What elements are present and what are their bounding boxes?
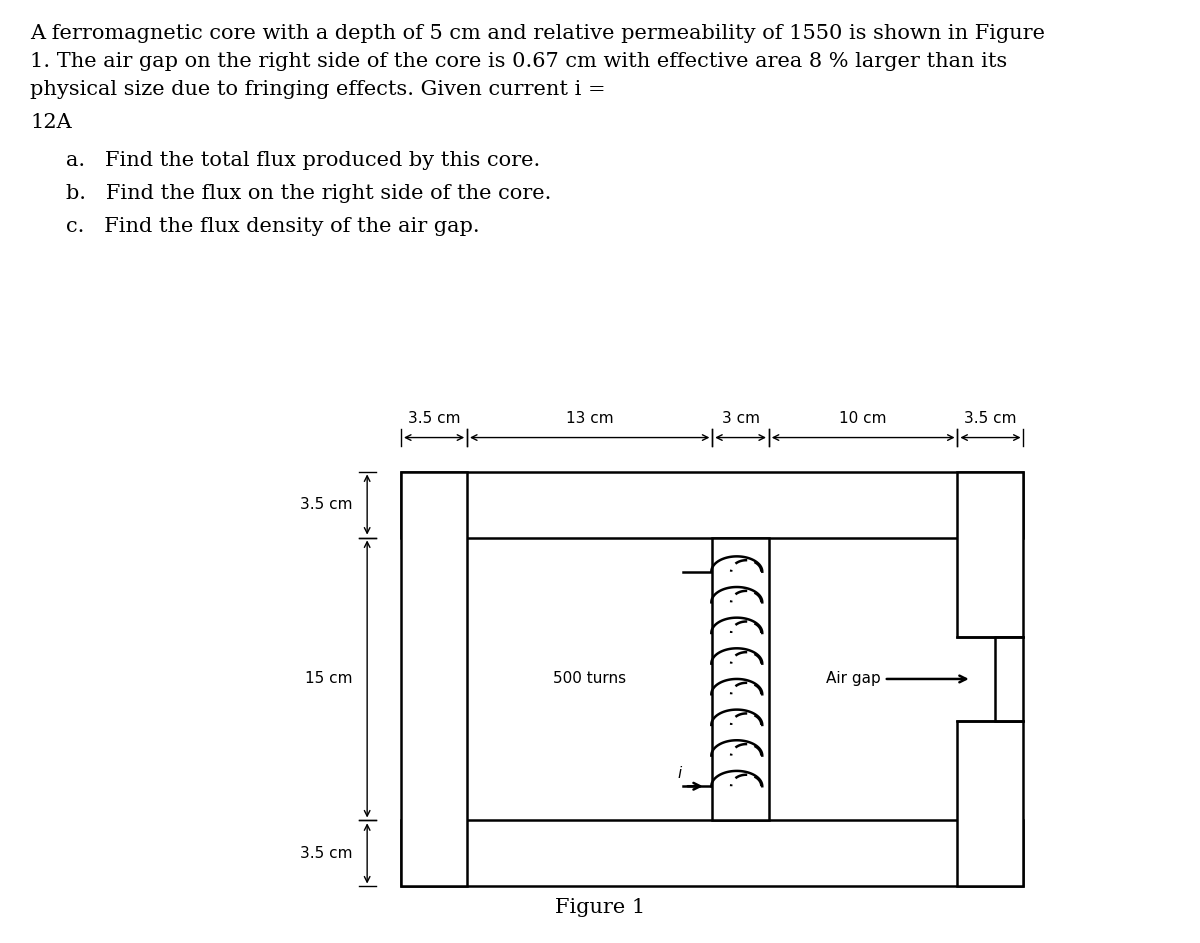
Text: 1. The air gap on the right side of the core is 0.67 cm with effective area 8 % : 1. The air gap on the right side of the … (30, 52, 1007, 71)
Text: Air gap: Air gap (827, 671, 966, 687)
Bar (401, 472, 467, 886)
Text: 12A: 12A (30, 113, 72, 132)
Text: b.   Find the flux on the right side of the core.: b. Find the flux on the right side of th… (66, 184, 551, 203)
Text: 13 cm: 13 cm (566, 411, 613, 426)
Bar (995, 637, 1024, 721)
Text: c.   Find the flux density of the air gap.: c. Find the flux density of the air gap. (66, 217, 480, 236)
Text: 15 cm: 15 cm (305, 671, 352, 687)
Text: Figure 1: Figure 1 (554, 898, 646, 917)
Text: a.   Find the total flux produced by this core.: a. Find the total flux produced by this … (66, 151, 540, 170)
Text: 500 turns: 500 turns (553, 671, 626, 687)
Text: 3.5 cm: 3.5 cm (408, 411, 461, 426)
Text: i: i (677, 766, 682, 781)
Bar (958, 721, 1024, 886)
Text: 3.5 cm: 3.5 cm (300, 846, 352, 861)
Text: 3.5 cm: 3.5 cm (965, 411, 1016, 426)
Bar (401, 820, 1024, 886)
Bar (958, 472, 1024, 637)
Text: 3 cm: 3 cm (721, 411, 760, 426)
Bar (401, 472, 1024, 538)
Text: 3.5 cm: 3.5 cm (300, 497, 352, 512)
Bar (713, 538, 769, 820)
Text: A ferromagnetic core with a depth of 5 cm and relative permeability of 1550 is s: A ferromagnetic core with a depth of 5 c… (30, 24, 1045, 42)
Text: physical size due to fringing effects. Given current i =: physical size due to fringing effects. G… (30, 80, 606, 99)
Text: 10 cm: 10 cm (840, 411, 887, 426)
